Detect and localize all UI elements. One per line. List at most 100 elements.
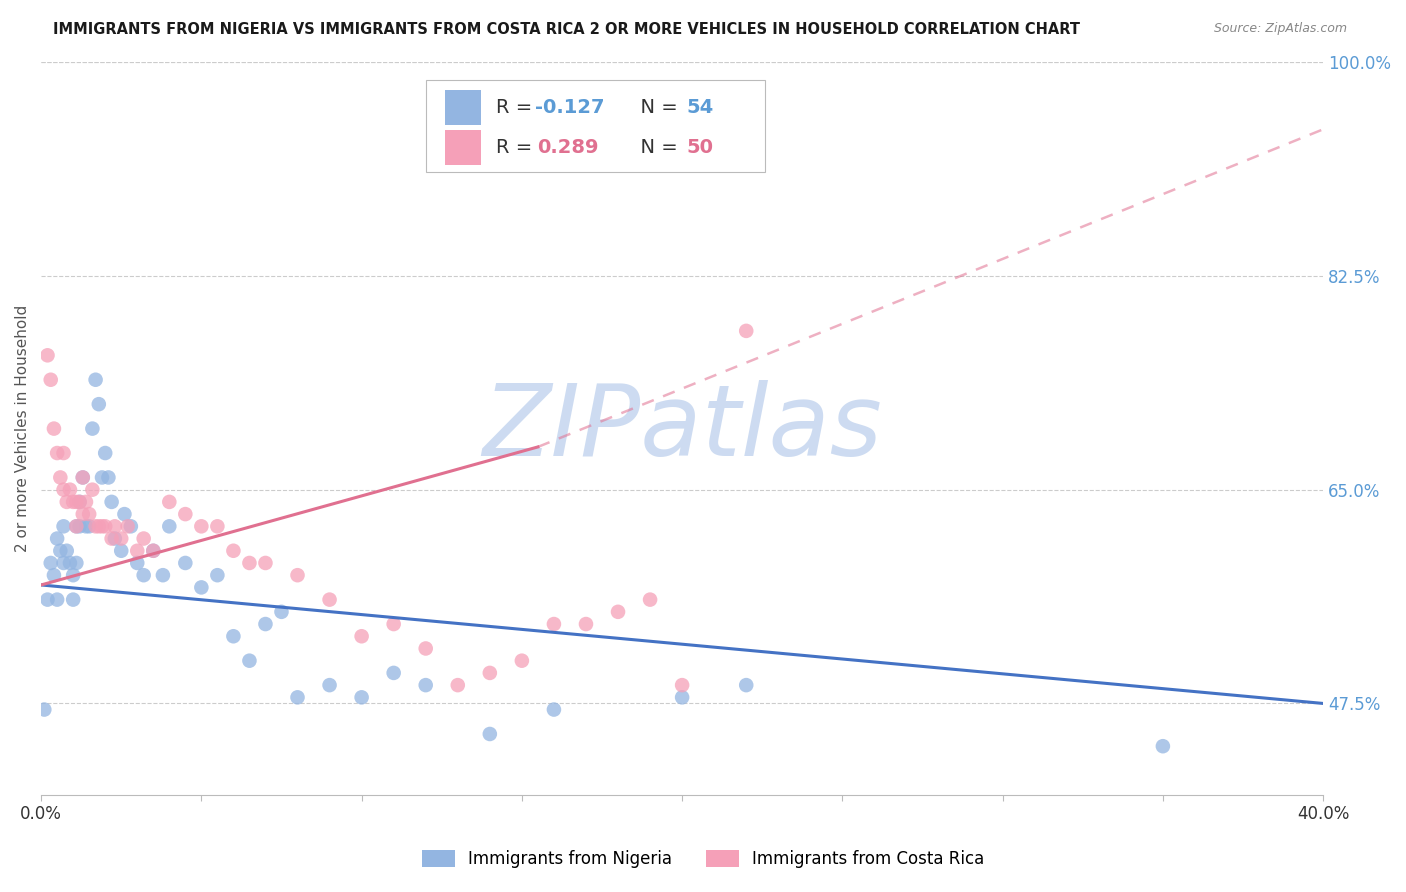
Text: N =: N = xyxy=(628,98,685,117)
Point xyxy=(1152,739,1174,754)
Point xyxy=(638,592,661,607)
FancyBboxPatch shape xyxy=(444,90,481,125)
Point xyxy=(77,519,100,533)
Point xyxy=(157,495,180,509)
Point xyxy=(34,702,56,716)
Point xyxy=(49,543,72,558)
Point xyxy=(142,543,165,558)
Point xyxy=(382,665,405,680)
Point xyxy=(59,556,82,570)
Point xyxy=(114,507,136,521)
Text: 0.289: 0.289 xyxy=(537,138,599,157)
Point xyxy=(91,470,114,484)
Text: ZIPatlas: ZIPatlas xyxy=(482,380,882,477)
Point xyxy=(46,446,69,460)
Text: IMMIGRANTS FROM NIGERIA VS IMMIGRANTS FROM COSTA RICA 2 OR MORE VEHICLES IN HOUS: IMMIGRANTS FROM NIGERIA VS IMMIGRANTS FR… xyxy=(53,22,1080,37)
Point xyxy=(82,483,104,497)
Point xyxy=(42,421,65,435)
Text: Source: ZipAtlas.com: Source: ZipAtlas.com xyxy=(1213,22,1347,36)
Point xyxy=(52,446,75,460)
Point xyxy=(55,543,77,558)
Point xyxy=(575,617,598,632)
Point xyxy=(478,665,501,680)
Point xyxy=(52,556,75,570)
Text: -0.127: -0.127 xyxy=(534,98,605,117)
Point xyxy=(318,678,340,692)
Point xyxy=(59,483,82,497)
Point xyxy=(84,519,107,533)
Text: N =: N = xyxy=(628,138,685,157)
Point xyxy=(75,495,97,509)
Legend: Immigrants from Nigeria, Immigrants from Costa Rica: Immigrants from Nigeria, Immigrants from… xyxy=(415,843,991,875)
Point xyxy=(222,629,245,643)
Point xyxy=(72,507,94,521)
Point xyxy=(142,543,165,558)
Text: R =: R = xyxy=(496,138,538,157)
Point xyxy=(238,556,260,570)
Point xyxy=(607,605,630,619)
Point xyxy=(174,556,197,570)
Point xyxy=(222,543,245,558)
Point xyxy=(270,605,292,619)
Point xyxy=(55,495,77,509)
Text: 54: 54 xyxy=(686,98,713,117)
Point xyxy=(52,483,75,497)
Point xyxy=(65,556,87,570)
Point xyxy=(62,568,84,582)
Point xyxy=(287,690,309,705)
Point xyxy=(671,690,693,705)
Point xyxy=(318,592,340,607)
Point xyxy=(75,519,97,533)
Point xyxy=(478,727,501,741)
Point xyxy=(39,556,62,570)
Point xyxy=(65,519,87,533)
Point xyxy=(350,690,373,705)
Point xyxy=(94,519,117,533)
Point xyxy=(238,654,260,668)
Point xyxy=(87,397,110,411)
Point xyxy=(543,702,565,716)
FancyBboxPatch shape xyxy=(444,129,481,165)
Point xyxy=(415,678,437,692)
Point xyxy=(735,678,758,692)
Point xyxy=(62,495,84,509)
Point xyxy=(543,617,565,632)
Point xyxy=(671,678,693,692)
Point xyxy=(735,324,758,338)
Point xyxy=(65,495,87,509)
Point xyxy=(127,556,149,570)
Point xyxy=(254,556,277,570)
Point xyxy=(382,617,405,632)
Point xyxy=(72,470,94,484)
Point xyxy=(69,519,91,533)
Point xyxy=(87,519,110,533)
Point xyxy=(100,532,122,546)
Point xyxy=(104,519,127,533)
Point xyxy=(69,495,91,509)
Point xyxy=(117,519,139,533)
Text: R =: R = xyxy=(496,98,538,117)
Point xyxy=(42,568,65,582)
Point xyxy=(157,519,180,533)
Y-axis label: 2 or more Vehicles in Household: 2 or more Vehicles in Household xyxy=(15,305,30,552)
Point xyxy=(104,532,127,546)
Point xyxy=(37,592,59,607)
Point xyxy=(84,373,107,387)
Point xyxy=(52,519,75,533)
Point xyxy=(510,654,533,668)
Point xyxy=(120,519,142,533)
Point xyxy=(127,543,149,558)
Point xyxy=(91,519,114,533)
Point xyxy=(39,373,62,387)
Text: 50: 50 xyxy=(686,138,713,157)
Point xyxy=(447,678,470,692)
Point xyxy=(82,421,104,435)
Point xyxy=(132,532,155,546)
Point xyxy=(37,348,59,362)
Point xyxy=(69,495,91,509)
Point xyxy=(1247,800,1270,814)
Point xyxy=(77,507,100,521)
Point xyxy=(254,617,277,632)
Point xyxy=(207,568,229,582)
Point xyxy=(97,470,120,484)
